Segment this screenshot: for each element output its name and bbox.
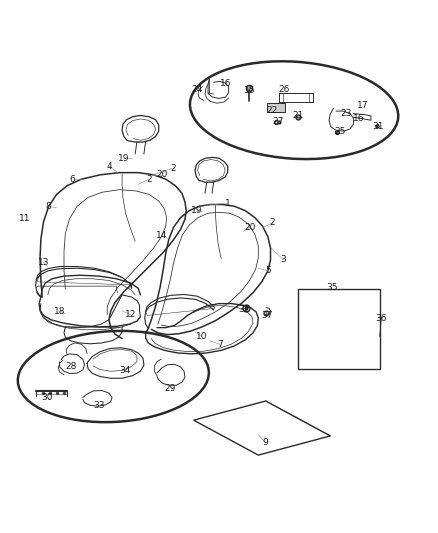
Text: 13: 13: [38, 257, 49, 266]
Text: 10: 10: [196, 332, 207, 341]
Text: 25: 25: [335, 127, 346, 136]
Text: 22: 22: [267, 106, 278, 115]
Text: 34: 34: [120, 366, 131, 375]
Text: 15: 15: [244, 86, 255, 95]
Text: 35: 35: [326, 283, 337, 292]
Text: 19: 19: [118, 154, 130, 163]
Text: 16: 16: [220, 79, 231, 87]
Text: 3: 3: [281, 255, 286, 264]
Text: 2: 2: [170, 164, 176, 173]
Bar: [267, 103, 286, 112]
Text: 33: 33: [93, 401, 105, 410]
Text: 28: 28: [65, 361, 76, 370]
Text: 29: 29: [164, 384, 176, 393]
Text: 2: 2: [269, 219, 275, 228]
Text: 11: 11: [19, 214, 31, 223]
Text: 8: 8: [45, 202, 51, 211]
Text: 30: 30: [41, 393, 52, 402]
Text: 16: 16: [353, 115, 364, 124]
Text: 18: 18: [54, 306, 65, 316]
Text: 23: 23: [340, 109, 351, 118]
Text: 20: 20: [245, 223, 256, 232]
Text: 36: 36: [375, 313, 386, 322]
Text: 19: 19: [191, 206, 202, 215]
Text: 4: 4: [106, 161, 112, 171]
Text: 24: 24: [191, 85, 203, 94]
Text: 37: 37: [261, 311, 273, 320]
Text: 12: 12: [125, 310, 137, 319]
Text: 31: 31: [373, 122, 384, 131]
Text: 27: 27: [272, 117, 284, 126]
Text: 26: 26: [278, 85, 290, 94]
Text: 5: 5: [265, 266, 271, 276]
Text: 14: 14: [155, 231, 167, 239]
Text: 2: 2: [146, 175, 152, 184]
Text: 17: 17: [357, 101, 368, 110]
Text: 21: 21: [293, 111, 304, 120]
Text: 20: 20: [156, 171, 168, 179]
Text: 7: 7: [217, 340, 223, 349]
Text: 9: 9: [262, 438, 268, 447]
Text: 32: 32: [239, 305, 250, 314]
Text: 1: 1: [225, 199, 231, 208]
Text: 6: 6: [70, 175, 76, 184]
